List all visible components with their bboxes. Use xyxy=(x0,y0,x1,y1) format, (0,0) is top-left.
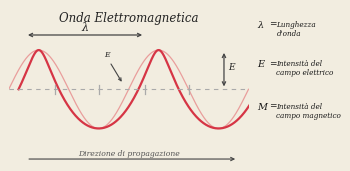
Text: Intensità del
campo elettrico: Intensità del campo elettrico xyxy=(276,60,334,77)
Text: E: E xyxy=(104,51,110,59)
Text: =: = xyxy=(270,21,277,30)
Text: =: = xyxy=(270,103,277,112)
Text: M: M xyxy=(257,103,267,112)
Text: E: E xyxy=(228,63,234,72)
Text: =: = xyxy=(270,60,277,69)
Text: E: E xyxy=(257,60,264,69)
Text: Onda Elettromagnetica: Onda Elettromagnetica xyxy=(59,12,198,25)
Text: λ: λ xyxy=(257,21,263,30)
Text: Direzione di propagazione: Direzione di propagazione xyxy=(78,150,180,158)
Text: Intensità del
campo magnetico: Intensità del campo magnetico xyxy=(276,103,341,120)
Text: Lunghezza
d'onda: Lunghezza d'onda xyxy=(276,21,316,38)
Text: λ: λ xyxy=(82,23,89,33)
